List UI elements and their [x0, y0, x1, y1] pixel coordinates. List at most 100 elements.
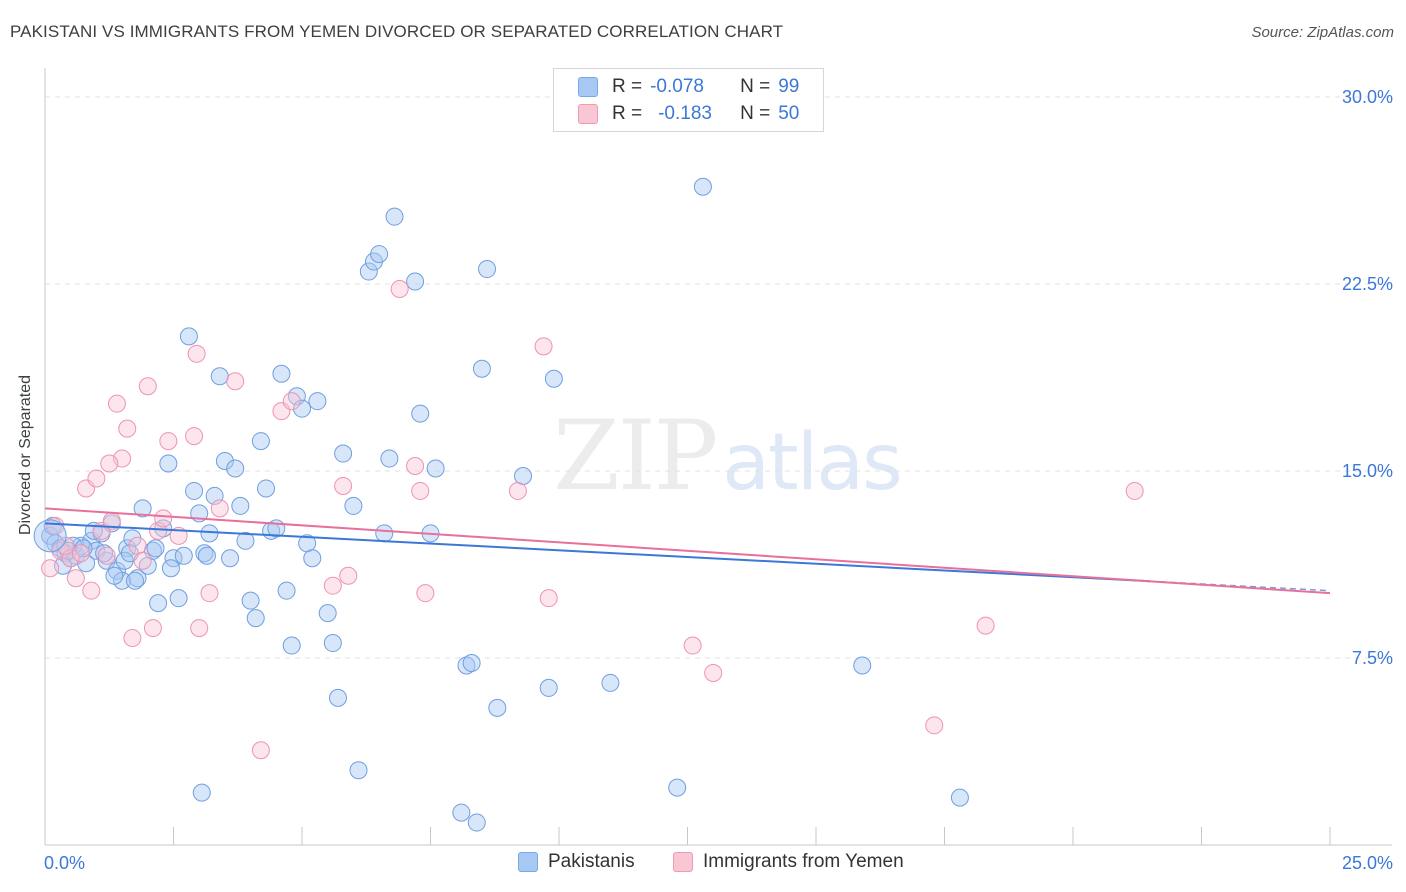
pakistanis-point: [472, 359, 491, 378]
n-value: 50: [778, 103, 800, 124]
yemen-point: [123, 629, 142, 648]
pakistanis-point: [226, 459, 245, 478]
yemen-point: [508, 481, 527, 500]
r-value: -0.183: [658, 103, 712, 124]
pakistanis-point: [318, 604, 337, 623]
pakistanis-point: [95, 544, 114, 563]
n-value: 99: [778, 76, 800, 97]
pakistanis-point: [146, 539, 165, 558]
legend-label: Pakistanis: [548, 851, 635, 872]
source-label: Source: ZipAtlas.com: [1251, 24, 1394, 41]
pakistanis-point: [693, 177, 712, 196]
pakistanis-point: [272, 364, 291, 383]
pakistanis-point: [161, 559, 180, 578]
pakistanis-trend-line: [44, 522, 1151, 583]
y-tick-label: 7.5%: [1352, 648, 1393, 668]
yemen-point: [976, 616, 995, 635]
yemen-point: [683, 636, 702, 655]
pakistanis-point: [221, 549, 240, 568]
pakistanis-point: [257, 479, 276, 498]
yemen-point: [339, 566, 358, 585]
r-value: -0.078: [650, 76, 704, 97]
watermark-zip: ZIP: [553, 400, 718, 512]
pakistanis-point: [231, 496, 250, 515]
pakistanis-point: [33, 519, 67, 553]
yemen-point: [159, 432, 178, 451]
pakistanis-point: [282, 636, 301, 655]
stats-legend-row-yemen: R = -0.183 N = 50: [578, 102, 799, 126]
pakistanis-point: [467, 813, 486, 832]
yemen-point: [390, 279, 409, 298]
pakistanis-point: [200, 524, 219, 543]
n-label: N =: [740, 103, 771, 124]
pakistanis-point: [544, 369, 563, 388]
yemen-point: [41, 559, 60, 578]
yemen-point: [71, 544, 90, 563]
pakistanis-point: [406, 272, 425, 291]
yemen-point: [118, 419, 137, 438]
pakistanis-point: [215, 452, 234, 471]
yemen-point: [251, 741, 270, 760]
pakistanis-point: [457, 656, 476, 675]
pakistanis-point: [478, 260, 497, 279]
yemen-point: [185, 427, 204, 446]
y-tick-label: 22.5%: [1342, 274, 1393, 294]
yemen-point: [66, 569, 85, 588]
pakistanis-point: [251, 432, 270, 451]
r-label: R =: [612, 76, 643, 97]
yemen-point: [97, 546, 116, 565]
yemen-point: [226, 372, 245, 391]
pakistanis-point: [293, 399, 311, 418]
yemen-point: [1125, 481, 1144, 500]
yemen-point: [100, 454, 119, 473]
yemen-point: [282, 392, 301, 411]
yemen-point: [138, 377, 157, 396]
pakistanis-point: [462, 653, 481, 672]
pakistanis-point: [853, 656, 872, 675]
yemen-point: [133, 551, 152, 570]
yemen-point: [187, 344, 206, 363]
pakistanis-point: [668, 778, 687, 797]
pakistanis-point: [236, 531, 255, 550]
stats-legend-row-pakistanis: R = -0.078 N = 99: [578, 75, 799, 99]
yemen-point: [56, 536, 75, 555]
pakistanis-point: [385, 207, 404, 226]
yemen-point: [107, 394, 126, 413]
series-legend: Pakistanis Immigrants from Yemen: [0, 851, 1406, 877]
pakistanis-point: [452, 803, 471, 822]
yemen-point: [82, 581, 101, 600]
pakistanis-point: [411, 404, 430, 423]
legend-label: Immigrants from Yemen: [703, 851, 904, 872]
pakistanis-point: [380, 449, 399, 468]
watermark: ZIPatlas: [553, 400, 903, 512]
yemen-point: [406, 457, 425, 476]
pakistanis-point: [344, 496, 363, 515]
yemen-point: [416, 584, 435, 603]
pakistanis-point: [370, 245, 389, 264]
r-label: R =: [612, 103, 643, 124]
pakistanis-point: [195, 544, 214, 563]
pakistanis-point: [308, 392, 327, 411]
pakistanis-point: [149, 594, 168, 613]
n-label: N =: [740, 76, 771, 97]
yemen-point: [323, 576, 342, 595]
stats-legend: R = -0.078 N = 99 R = -0.183 N = 50: [553, 68, 824, 132]
pakistanis-point: [185, 481, 204, 500]
yemen-swatch: [673, 852, 693, 872]
chart-title: PAKISTANI VS IMMIGRANTS FROM YEMEN DIVOR…: [10, 22, 784, 41]
pakistanis-point: [601, 673, 620, 692]
yemen-point: [154, 509, 173, 528]
yemen-point: [87, 469, 106, 488]
pakistanis-point: [105, 566, 124, 585]
yemen-point: [51, 541, 70, 560]
pakistanis-point: [277, 581, 296, 600]
yemen-point: [539, 589, 558, 608]
pakistanis-point: [174, 546, 193, 565]
y-tick-label: 30.0%: [1342, 87, 1393, 107]
yemen-point: [128, 536, 147, 555]
pakistanis-point: [375, 524, 394, 543]
yemen-point: [925, 716, 944, 735]
yemen-point: [704, 663, 723, 682]
pakistanis-point: [128, 569, 147, 588]
